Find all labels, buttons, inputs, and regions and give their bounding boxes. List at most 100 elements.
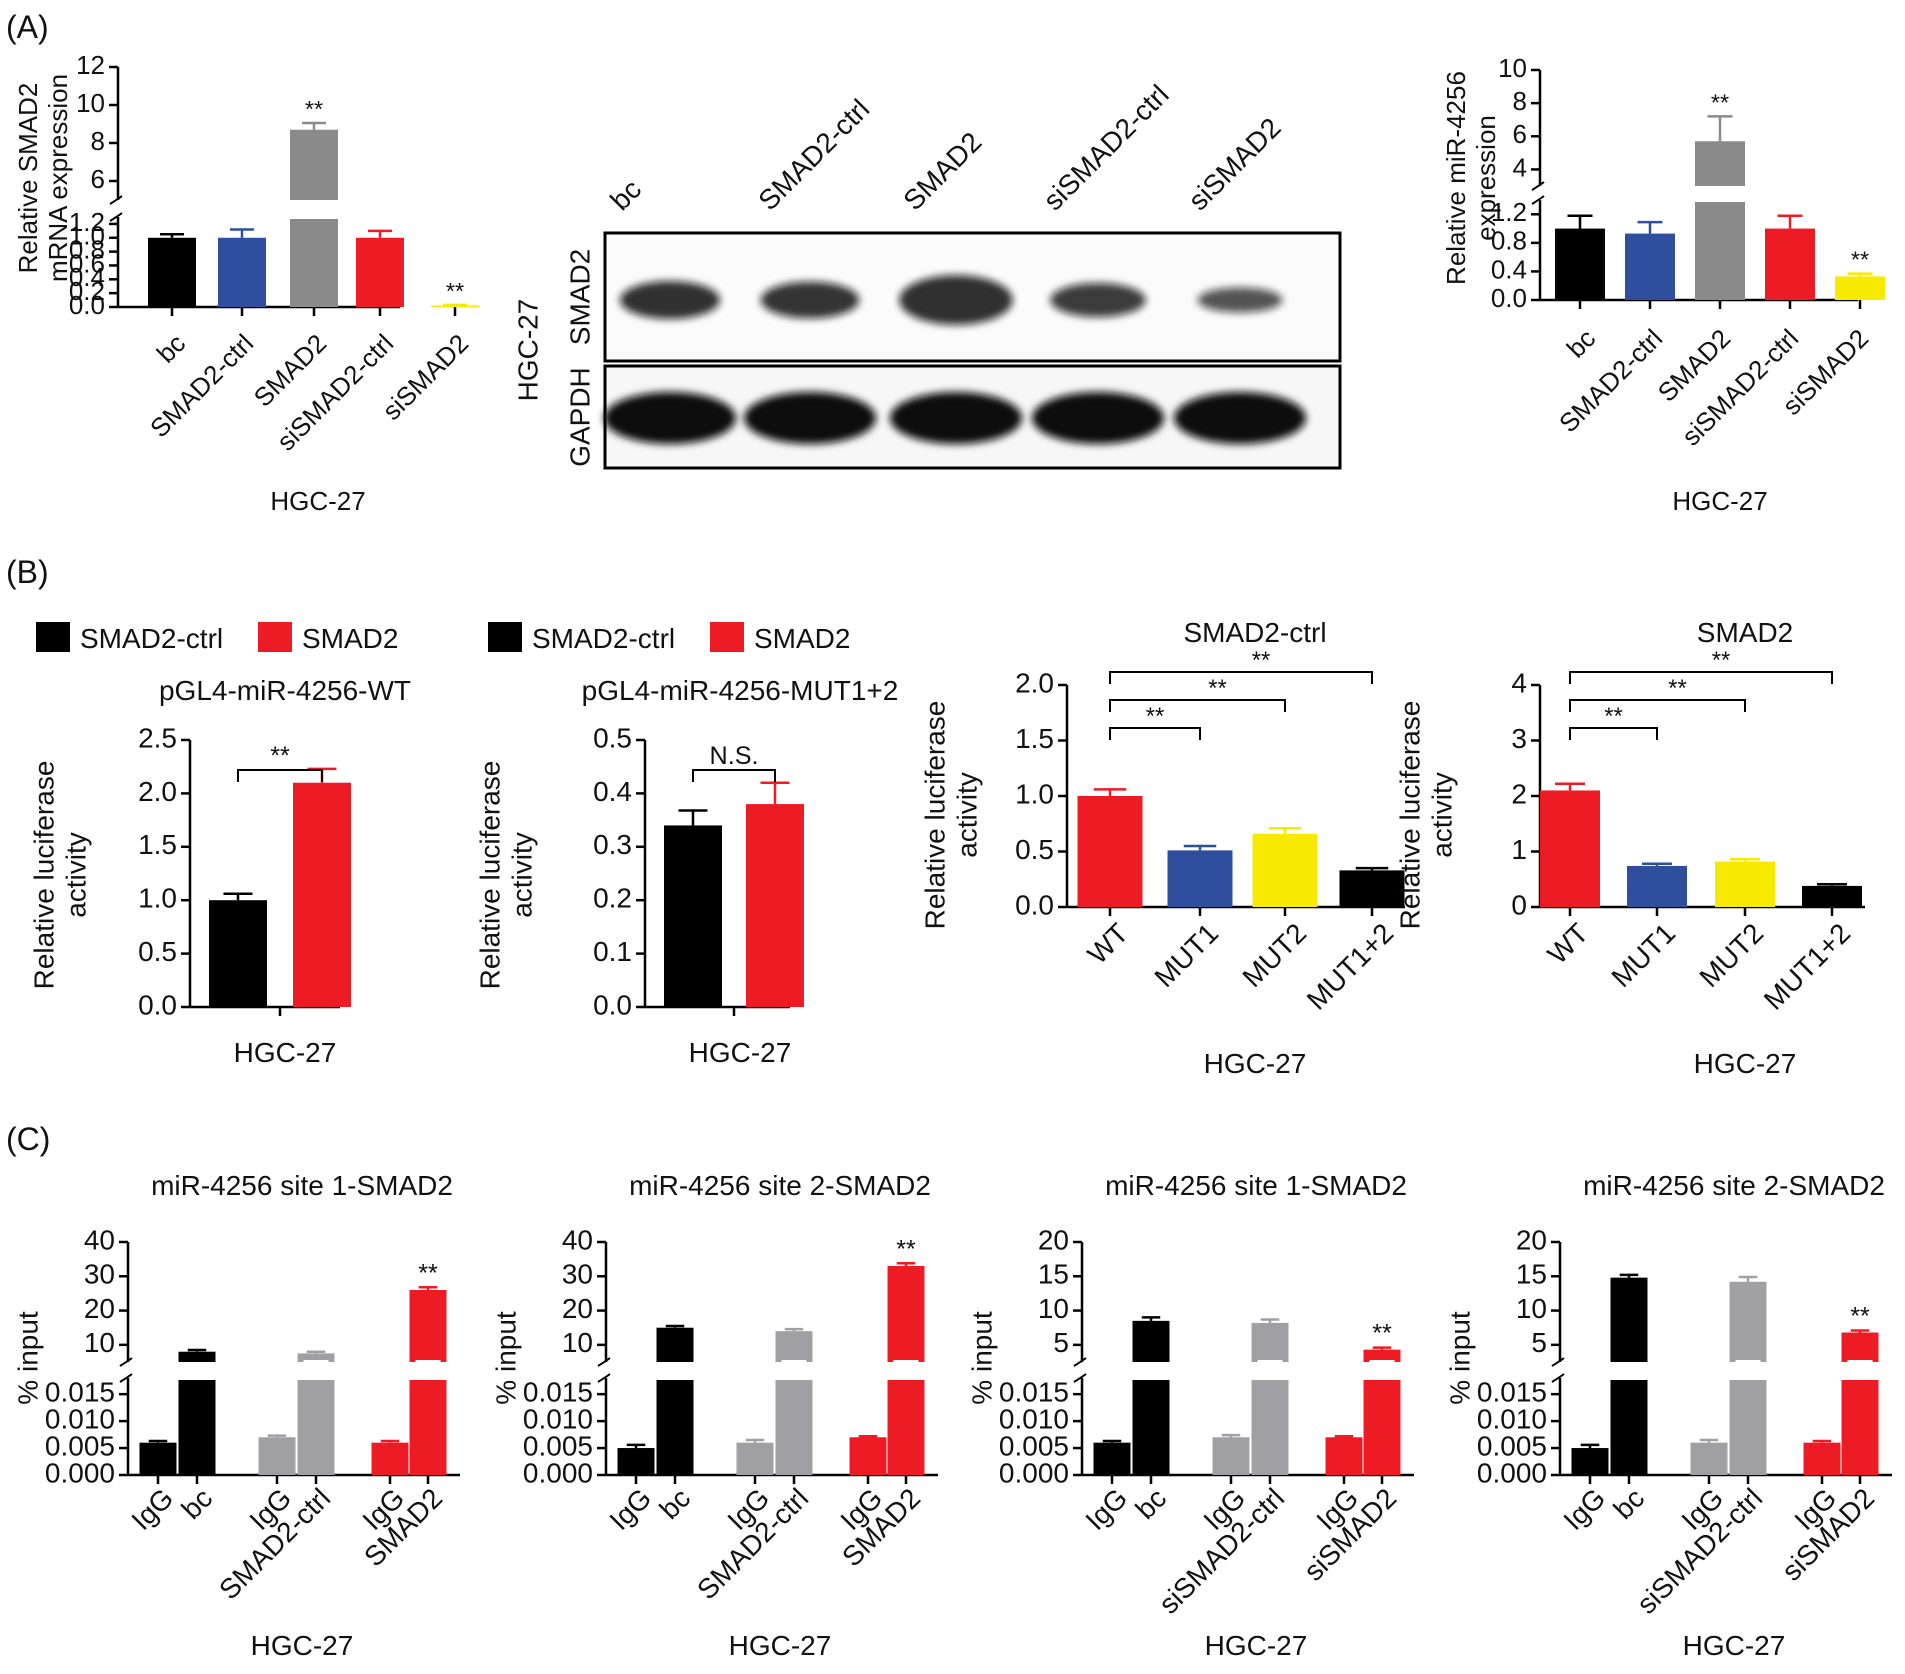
y-tick-label: 6 (1513, 119, 1527, 149)
x-axis-label: HGC-27 (1683, 1630, 1786, 1661)
y-axis-label: % input (490, 1311, 521, 1405)
legend-swatch-smad2-ctrl (36, 622, 70, 652)
bar-break-gap (1735, 1360, 1761, 1378)
panel-label-b: (B) (6, 554, 49, 590)
cell-line-label: HGC-27 (512, 299, 543, 402)
comparison-label: N.S. (710, 742, 759, 770)
chart-c4-chip-site2-sismad2: miR-4256 site 2-SMAD2 0.0000.0050.0100.01… (1444, 1170, 1892, 1661)
bar-igg (371, 1442, 409, 1475)
x-tick-label: siSMAD2-ctrl (271, 328, 399, 456)
chart-b2-luciferase-mut: pGL4-miR-4256-MUT1+2 0.0 0.1 0.2 0.3 0.4 0.5 Re… (474, 675, 898, 1068)
y-tick-label: 0.0 (69, 290, 105, 320)
bar-igg (1212, 1437, 1250, 1475)
y-tick-label: 0.1 (593, 936, 632, 967)
axis-break-mark (109, 212, 123, 222)
y-tick-label: 15 (1038, 1259, 1069, 1290)
y-tick-label: 0.0 (138, 989, 177, 1020)
y-tick-label: 8 (91, 126, 105, 156)
lane-label-bc: bc (604, 173, 647, 216)
row-label-gapdh: GAPDH (564, 367, 595, 467)
band-smad2-sismad2 (1197, 287, 1283, 313)
band-gapdh-sismad2-ctrl (1032, 392, 1164, 444)
comparison-label: ** (1252, 647, 1271, 674)
bar-break-gap (178, 1362, 216, 1380)
y-tick-label: 0.015 (999, 1377, 1069, 1408)
axis-break-mark (119, 1357, 133, 1367)
y-tick-label: 0.010 (999, 1404, 1069, 1435)
bar-igg (849, 1437, 887, 1475)
bar-break-gap (303, 1360, 329, 1378)
y-tick-label: 0.5 (1015, 834, 1054, 865)
y-tick-label: 8 (1513, 86, 1527, 116)
y-tick-label: 0.3 (593, 829, 632, 860)
x-axis-label: HGC-27 (1672, 486, 1767, 516)
y-tick-label: 15 (1516, 1259, 1547, 1290)
x-axis-label: HGC-27 (729, 1630, 832, 1661)
significance-mark: ** (1850, 1302, 1870, 1330)
bar-break-gap (415, 1360, 441, 1378)
chart-c1-chip-site1-smad2: miR-4256 site 1-SMAD2 0.0000.0050.0100.01… (12, 1170, 460, 1661)
axis-break-mark (1531, 181, 1545, 191)
row-label-smad2: SMAD2 (564, 249, 595, 345)
chart-b1-luciferase-wt: pGL4-miR-4256-WT 0.0 0.5 1.0 1.5 2.0 2.5 Relati… (28, 675, 411, 1068)
y-tick-label: 10 (1516, 1293, 1547, 1324)
y-tick-label: 0.015 (45, 1377, 115, 1408)
y-axis-label: activity (60, 832, 91, 918)
y-axis-label: activity (506, 832, 537, 918)
panel-label-c: (C) (6, 1121, 50, 1157)
y-tick-label: 4 (1511, 667, 1527, 698)
bar-break-gap (290, 200, 338, 219)
bar-smad2 (746, 804, 804, 1007)
bar-mut1 (1627, 865, 1687, 907)
bar-bc (1132, 1320, 1170, 1475)
y-tick-label: 0.4 (69, 262, 105, 292)
x-tick-label: MUT1 (1605, 917, 1681, 993)
legend-b2: SMAD2-ctrl SMAD2 (488, 622, 850, 654)
bar-mut1+2 (1339, 870, 1405, 907)
bar-igg (617, 1448, 655, 1475)
band-gapdh-smad2 (890, 392, 1022, 444)
y-tick-label: 0.005 (523, 1430, 593, 1461)
y-tick-label: 10 (84, 1327, 115, 1358)
y-tick-label: 0 (1511, 889, 1527, 920)
y-tick-label: 0.010 (1477, 1404, 1547, 1435)
y-tick-label: 0.0 (593, 989, 632, 1020)
x-tick-label: IgG (1079, 1482, 1133, 1536)
y-tick-label: 1.2 (1491, 197, 1527, 227)
y-axis-label: activity (951, 772, 982, 858)
y-tick-label: 12 (76, 50, 105, 80)
legend-label-smad2: SMAD2 (754, 623, 850, 654)
y-tick-label: 0.0 (1491, 283, 1527, 313)
comparison-bracket (1569, 671, 1833, 684)
bar-smad2-ctrl (1625, 233, 1675, 300)
significance-mark: ** (446, 278, 464, 304)
x-tick-label: IgG (125, 1482, 179, 1536)
bar-sismad2-ctrl (1251, 1322, 1289, 1475)
comparison-bracket (1109, 699, 1286, 712)
y-tick-label: 2.5 (138, 722, 177, 753)
x-tick-label: MUT1+2 (1758, 917, 1856, 1015)
bar-igg (1325, 1437, 1363, 1475)
comparison-label: ** (1668, 675, 1687, 702)
chart-title: miR-4256 site 1-SMAD2 (1105, 1170, 1407, 1201)
y-tick-label: 0.4 (593, 776, 632, 807)
y-tick-label: 1.5 (138, 829, 177, 860)
y-tick-label: 20 (1038, 1224, 1069, 1255)
y-tick-label: 20 (84, 1293, 115, 1324)
bar-igg (736, 1442, 774, 1475)
significance-mark: ** (1372, 1320, 1392, 1348)
legend-label-smad2-ctrl: SMAD2-ctrl (80, 623, 223, 654)
legend-swatch-smad2-ctrl (488, 622, 522, 652)
y-tick-label: 1.5 (1015, 723, 1054, 754)
y-tick-label: 20 (1516, 1224, 1547, 1255)
bar-break-gap (1847, 1360, 1873, 1378)
band-gapdh-smad2-ctrl (744, 392, 876, 444)
comparison-bracket (237, 769, 323, 782)
legend-b1: SMAD2-ctrl SMAD2 (36, 622, 398, 654)
x-axis-label: HGC-27 (1205, 1630, 1308, 1661)
band-smad2-sismad2-ctrl (1050, 282, 1146, 318)
significance-mark: ** (305, 96, 323, 122)
bar-igg (139, 1442, 177, 1475)
y-tick-label: 10 (562, 1327, 593, 1358)
